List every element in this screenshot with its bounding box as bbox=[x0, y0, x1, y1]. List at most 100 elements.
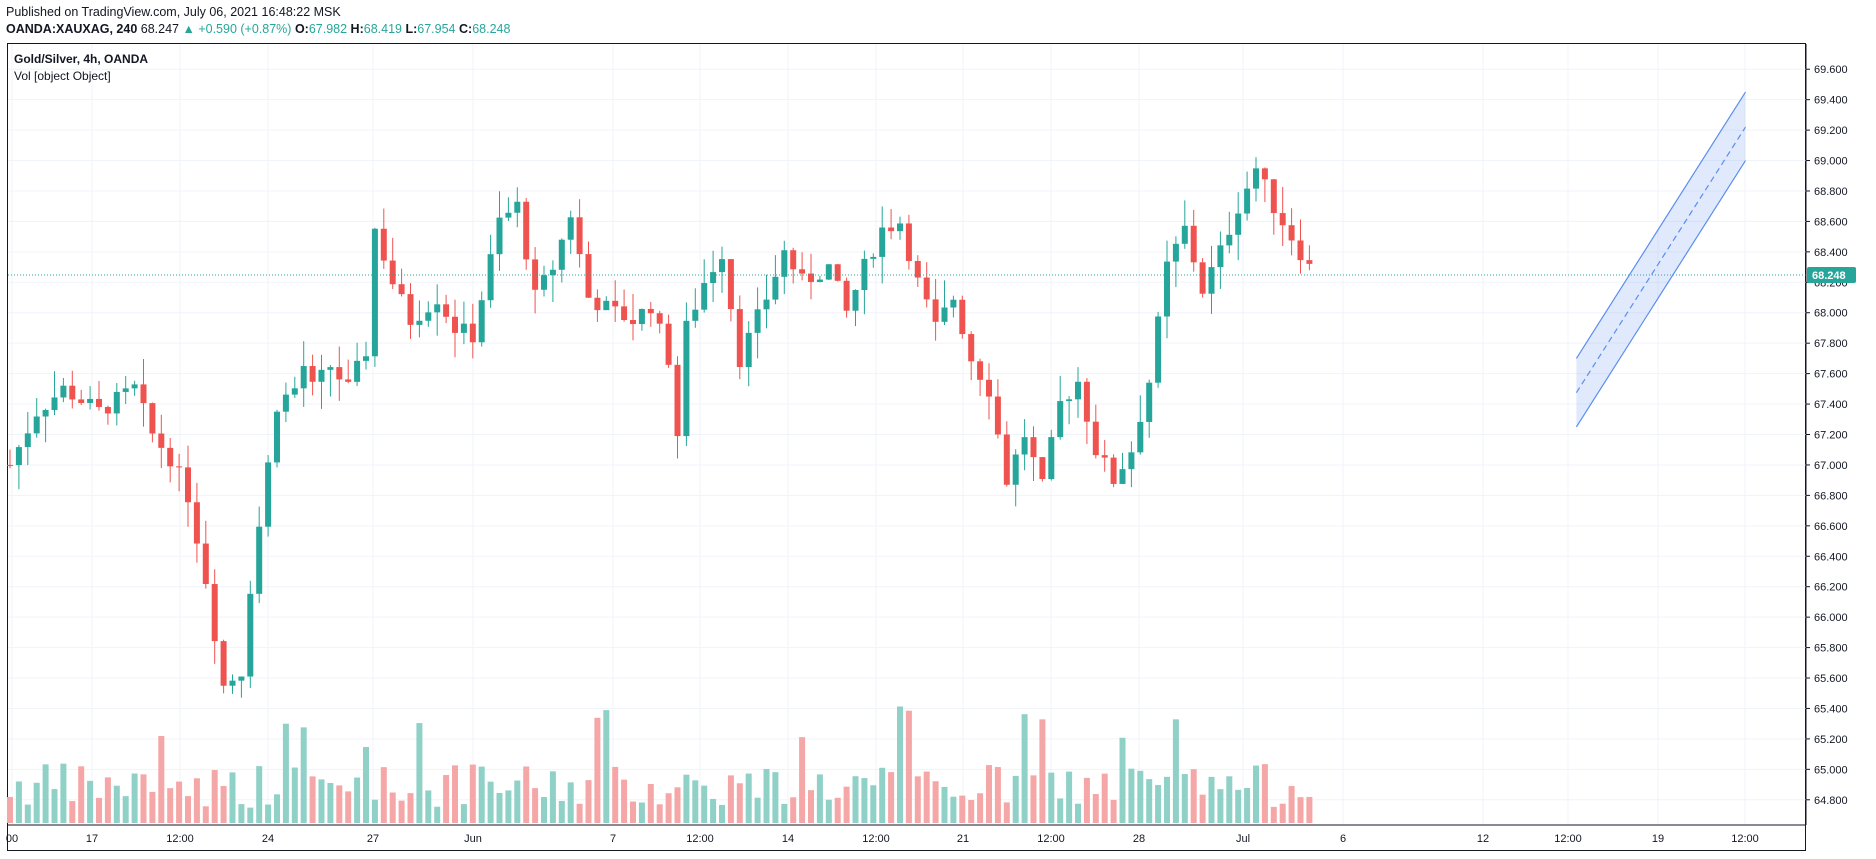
candle bbox=[727, 259, 734, 310]
candle bbox=[816, 279, 823, 282]
volume-bar bbox=[1048, 772, 1055, 823]
y-tick-label: 68.400 bbox=[1814, 247, 1848, 259]
symbol-line: OANDA:XAUXAG, 240 68.247 ▲ +0.590 (+0.87… bbox=[6, 21, 510, 38]
forecast-channel-lower[interactable] bbox=[1575, 160, 1747, 428]
volume-bar bbox=[185, 796, 191, 823]
y-tick-label: 66.200 bbox=[1814, 582, 1848, 594]
volume-bar bbox=[647, 784, 654, 823]
volume-bar bbox=[558, 800, 565, 823]
candle bbox=[460, 323, 467, 333]
candle bbox=[193, 502, 200, 544]
candle bbox=[167, 447, 174, 467]
candle bbox=[861, 258, 868, 291]
open-value: 67.982 bbox=[308, 22, 348, 36]
candle bbox=[897, 223, 903, 232]
volume-bar bbox=[407, 793, 414, 823]
candle bbox=[1110, 457, 1117, 484]
volume-bar bbox=[202, 806, 209, 823]
candle bbox=[692, 309, 699, 321]
candle bbox=[96, 398, 102, 407]
volume-bar bbox=[1279, 803, 1286, 823]
volume-bar bbox=[790, 797, 797, 823]
candle bbox=[612, 300, 619, 307]
candle bbox=[505, 212, 512, 218]
volume-bar bbox=[905, 710, 912, 823]
candle bbox=[425, 312, 432, 321]
volume-bar bbox=[1083, 777, 1090, 823]
volume-bar bbox=[193, 778, 200, 823]
y-tick-label: 69.200 bbox=[1814, 125, 1848, 137]
candle bbox=[1101, 455, 1108, 458]
candle bbox=[1075, 381, 1081, 400]
volume-bar bbox=[888, 772, 895, 823]
volume-bar bbox=[808, 790, 814, 823]
volume-bar bbox=[122, 796, 129, 823]
candle bbox=[1057, 401, 1064, 438]
volume-bar bbox=[754, 797, 761, 823]
forecast-channel-upper[interactable] bbox=[1575, 91, 1747, 359]
candle bbox=[434, 304, 441, 313]
volume-bar bbox=[799, 737, 806, 823]
volume-bar bbox=[327, 783, 334, 823]
candle bbox=[416, 320, 423, 325]
candle bbox=[541, 275, 547, 290]
volume-bar bbox=[1128, 768, 1135, 823]
x-tick-label: 00 bbox=[6, 833, 18, 845]
low-value: 67.954 bbox=[417, 22, 456, 36]
candle bbox=[282, 394, 289, 412]
candle bbox=[656, 313, 663, 324]
candle bbox=[710, 272, 717, 284]
candle bbox=[220, 641, 227, 686]
volume-bar bbox=[149, 791, 156, 823]
volume-bar bbox=[416, 723, 423, 823]
candle bbox=[140, 384, 147, 404]
candle bbox=[1066, 399, 1073, 402]
candle bbox=[1039, 457, 1046, 480]
y-tick-label: 66.000 bbox=[1814, 612, 1848, 624]
volume-bar bbox=[692, 780, 699, 823]
volume-bar bbox=[1190, 769, 1197, 823]
candle bbox=[790, 250, 797, 270]
high-value: 68.419 bbox=[363, 22, 402, 36]
candle bbox=[1003, 434, 1010, 485]
y-tick-label: 65.800 bbox=[1814, 643, 1848, 655]
volume-bar bbox=[443, 775, 450, 823]
candle bbox=[799, 269, 806, 274]
candle bbox=[265, 462, 272, 527]
candle bbox=[1181, 225, 1188, 244]
volume-bar bbox=[994, 767, 1001, 823]
candle bbox=[1172, 243, 1179, 262]
candle bbox=[149, 403, 156, 434]
volume-bar bbox=[452, 765, 458, 823]
volume-bar bbox=[638, 802, 645, 823]
candle bbox=[202, 543, 209, 585]
volume-bar bbox=[300, 727, 307, 823]
close-label: C: bbox=[459, 22, 473, 36]
candle bbox=[345, 379, 352, 382]
candle bbox=[113, 391, 120, 414]
candle bbox=[363, 356, 369, 361]
candle bbox=[808, 273, 814, 282]
volume-bar bbox=[398, 800, 405, 823]
volume-bar bbox=[843, 786, 850, 823]
candle bbox=[736, 309, 743, 368]
volume-bar bbox=[469, 764, 476, 823]
candle bbox=[754, 309, 761, 333]
volume-bar bbox=[1217, 789, 1224, 823]
volume-bar bbox=[220, 786, 227, 823]
candle bbox=[763, 299, 770, 310]
volume-bar bbox=[113, 785, 120, 823]
volume-bar bbox=[131, 773, 138, 823]
candle bbox=[1155, 316, 1162, 383]
volume-bar bbox=[1306, 796, 1313, 823]
candle bbox=[131, 384, 138, 389]
candle bbox=[496, 217, 503, 255]
volume-bar bbox=[363, 747, 369, 823]
legend-title: Gold/Silver, 4h, OANDA bbox=[14, 52, 149, 66]
candle bbox=[1199, 262, 1206, 294]
candle bbox=[104, 406, 111, 414]
volume-bar bbox=[371, 799, 378, 823]
y-tick-label: 67.000 bbox=[1814, 460, 1848, 472]
volume-bar bbox=[1146, 779, 1153, 823]
